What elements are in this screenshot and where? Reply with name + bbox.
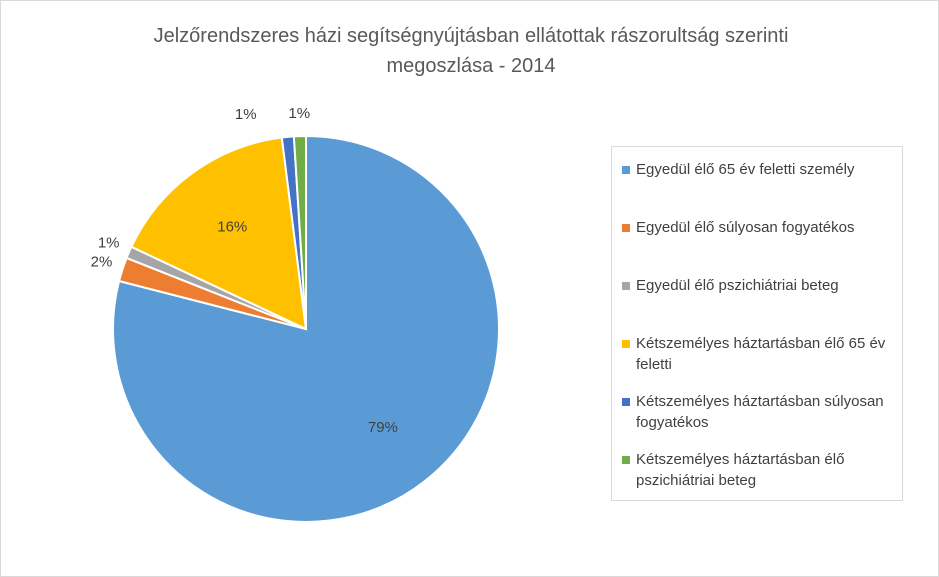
data-label: 79% [368,419,398,436]
legend-label: Kétszemélyes háztartásban súlyosan fogya… [636,393,884,431]
legend-item: Egyedül élő súlyosan fogyatékos [622,217,892,275]
chart-title: Jelzőrendszeres házi segítségnyújtásban … [153,25,789,77]
legend-swatch [622,340,630,348]
pie-slice [292,134,307,330]
legend-label: Kétszemélyes háztartásban élő pszichiátr… [636,451,845,489]
legend-swatch [622,282,630,290]
data-label: 16% [217,218,247,235]
legend-label: Kétszemélyes háztartásban élő 65 év fele… [636,335,886,373]
legend: Egyedül élő 65 év feletti személy Egyedül… [611,146,903,501]
pie-slice [112,134,500,523]
legend-label: Egyedül élő súlyosan fogyatékos [636,219,855,236]
data-label: 2% [91,254,113,271]
legend-item: Egyedül élő pszichiátriai beteg [622,275,892,333]
legend-item: Kétszemélyes háztartásban élő pszichiátr… [622,449,892,507]
data-label: 1% [235,106,257,123]
legend-item: Kétszemélyes háztartásban súlyosan fogya… [622,391,892,449]
legend-label: Egyedül élő 65 év feletti személy [636,161,855,178]
data-label: 1% [98,235,120,252]
legend-swatch [622,224,630,232]
legend-swatch [622,166,630,174]
legend-item: Kétszemélyes háztartásban élő 65 év fele… [622,333,892,391]
legend-label: Egyedül élő pszichiátriai beteg [636,277,839,294]
data-label: 1% [288,105,310,122]
legend-swatch [622,456,630,464]
legend-item: Egyedül élő 65 év feletti személy [622,159,892,217]
pie-slice [130,136,308,331]
legend-swatch [622,398,630,406]
